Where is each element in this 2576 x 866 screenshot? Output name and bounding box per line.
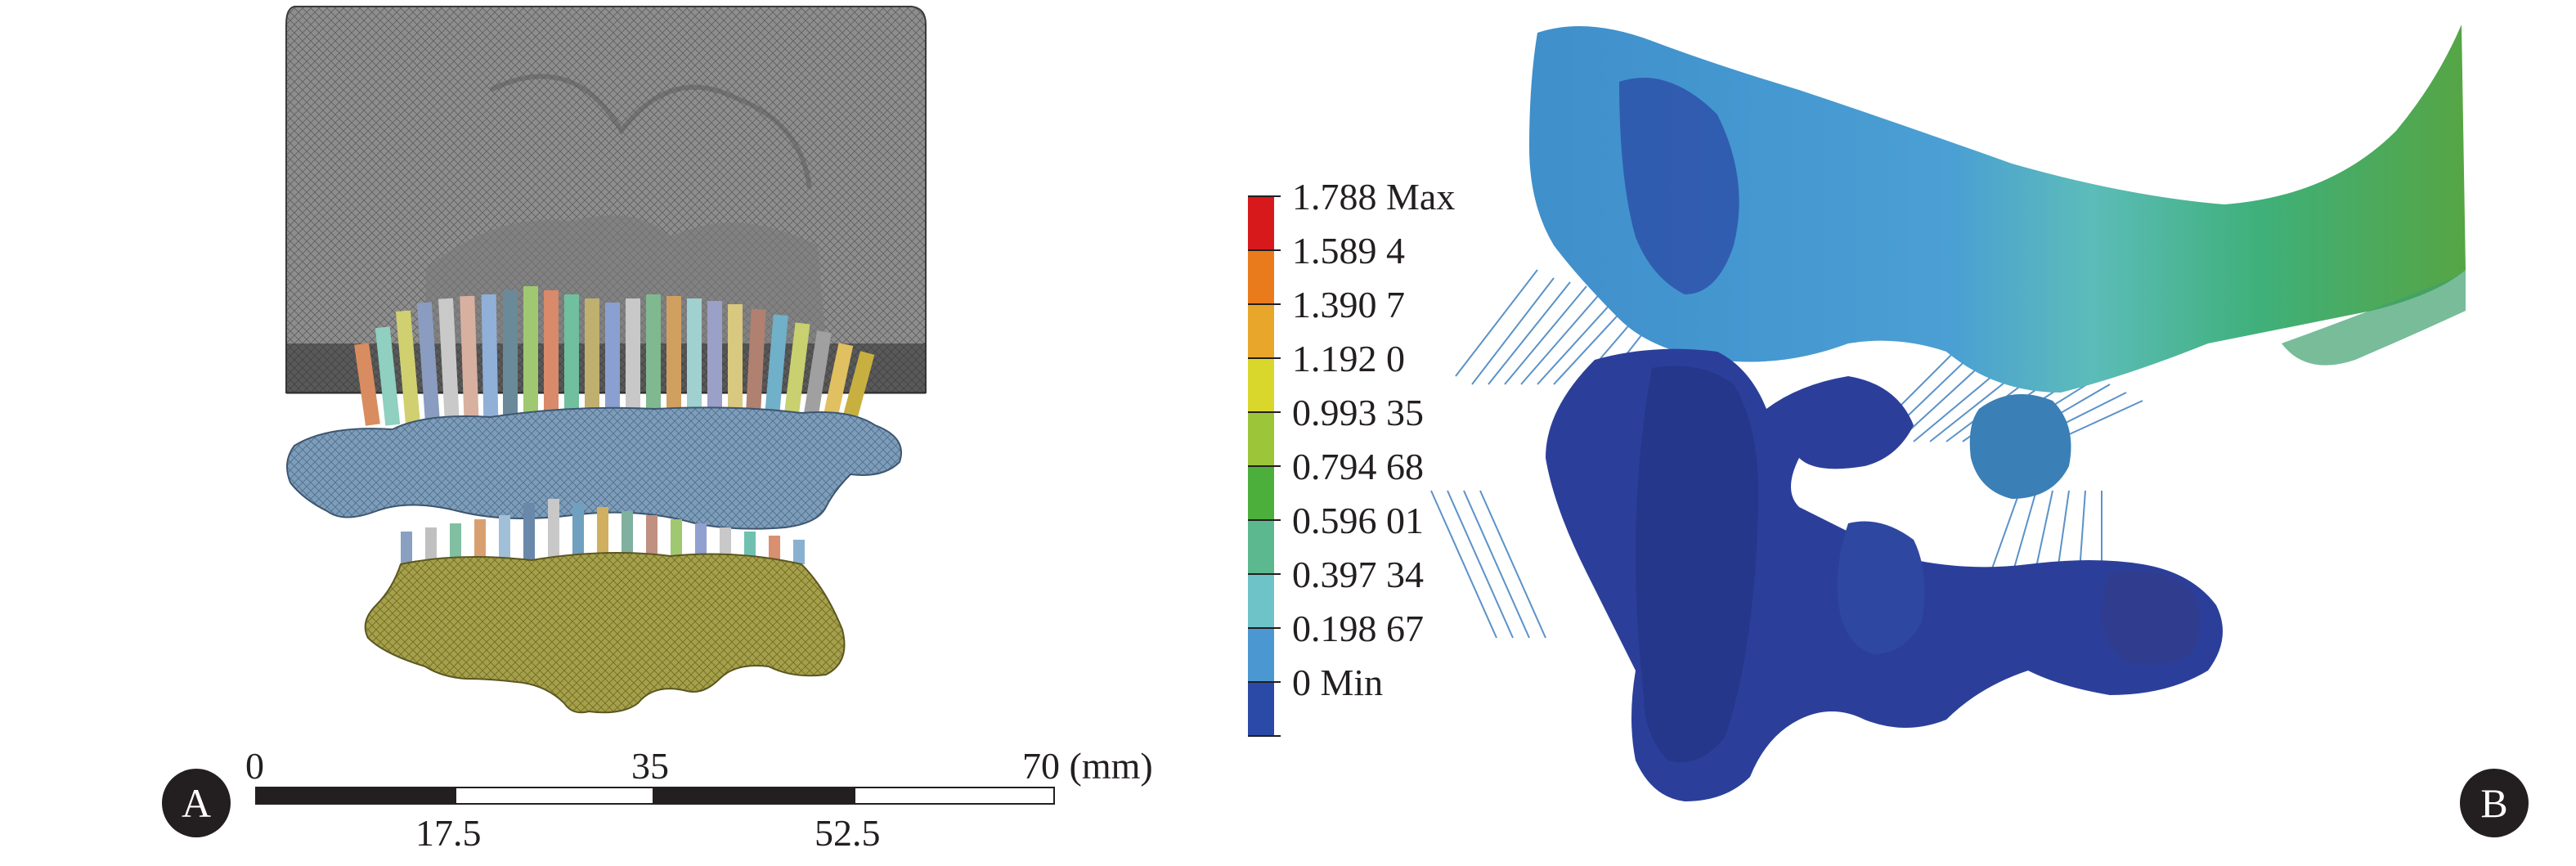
scale-segment-1 — [255, 787, 455, 805]
legend-swatch-7 — [1248, 520, 1274, 574]
panel-label-b: B — [2460, 769, 2529, 837]
legend-swatch-3 — [1248, 304, 1274, 358]
spine-mesh-model — [285, 6, 927, 714]
legend-label-6: 0.794 68 — [1292, 446, 1424, 487]
upper-ligament-fibers — [354, 286, 875, 426]
lower-vertebra-stress — [1546, 348, 2223, 802]
scale-label-70: 70 (mm) — [1022, 745, 1153, 787]
legend-swatch-2 — [1248, 250, 1274, 304]
legend-tick — [1248, 519, 1281, 521]
legend-label-4: 1.192 0 — [1292, 338, 1405, 379]
scale-segment-2 — [455, 787, 654, 805]
legend-swatch-8 — [1248, 574, 1274, 628]
legend-tick — [1248, 411, 1281, 413]
scale-label-0: 0 — [245, 745, 264, 787]
legend-swatch-9 — [1248, 628, 1274, 682]
middle-vertebra — [286, 406, 902, 530]
legend-label-9: 0.198 67 — [1292, 608, 1424, 649]
lower-ligament-fibers — [401, 499, 805, 564]
legend-tick — [1248, 735, 1281, 737]
scale-label-35: 35 — [631, 745, 669, 787]
scale-label-52-5: 52.5 — [815, 812, 881, 854]
legend-label-2: 1.589 4 — [1292, 230, 1405, 271]
legend-tick — [1248, 573, 1281, 575]
legend-swatch-4 — [1248, 358, 1274, 412]
scale-segment-4 — [854, 787, 1055, 805]
legend-tick — [1248, 465, 1281, 467]
legend-swatch-6 — [1248, 466, 1274, 520]
legend-tick — [1248, 357, 1281, 359]
legend-swatch-1 — [1248, 196, 1274, 250]
scale-segment-3 — [654, 787, 854, 805]
legend-tick — [1248, 249, 1281, 251]
legend-label-7: 0.596 01 — [1292, 500, 1424, 541]
legend-tick — [1248, 627, 1281, 629]
panel-label-a: A — [162, 769, 231, 837]
legend-tick — [1248, 195, 1281, 197]
legend-swatch-10 — [1248, 682, 1274, 736]
panel-b: B — [1227, 0, 2576, 866]
scale-label-17-5: 17.5 — [415, 812, 482, 854]
upper-vertebra-stress — [1529, 25, 2466, 393]
upper-fixture-block — [285, 6, 927, 394]
legend-label-1: 1.788 Max — [1292, 176, 1456, 218]
legend-tick — [1248, 303, 1281, 305]
legend-label-10: 0 Min — [1292, 662, 1384, 703]
legend-label-5: 0.993 35 — [1292, 392, 1424, 433]
panel-a: A 0 35 70 (mm) 17.5 52.5 — [0, 0, 1227, 866]
legend-label-8: 0.397 34 — [1292, 554, 1424, 595]
legend-tick — [1248, 681, 1281, 683]
transverse-process — [1969, 394, 2071, 499]
lower-vertebra — [364, 552, 846, 714]
legend-label-3: 1.390 7 — [1292, 284, 1405, 325]
legend-swatch-5 — [1248, 412, 1274, 466]
stress-contour-model — [1430, 25, 2466, 802]
